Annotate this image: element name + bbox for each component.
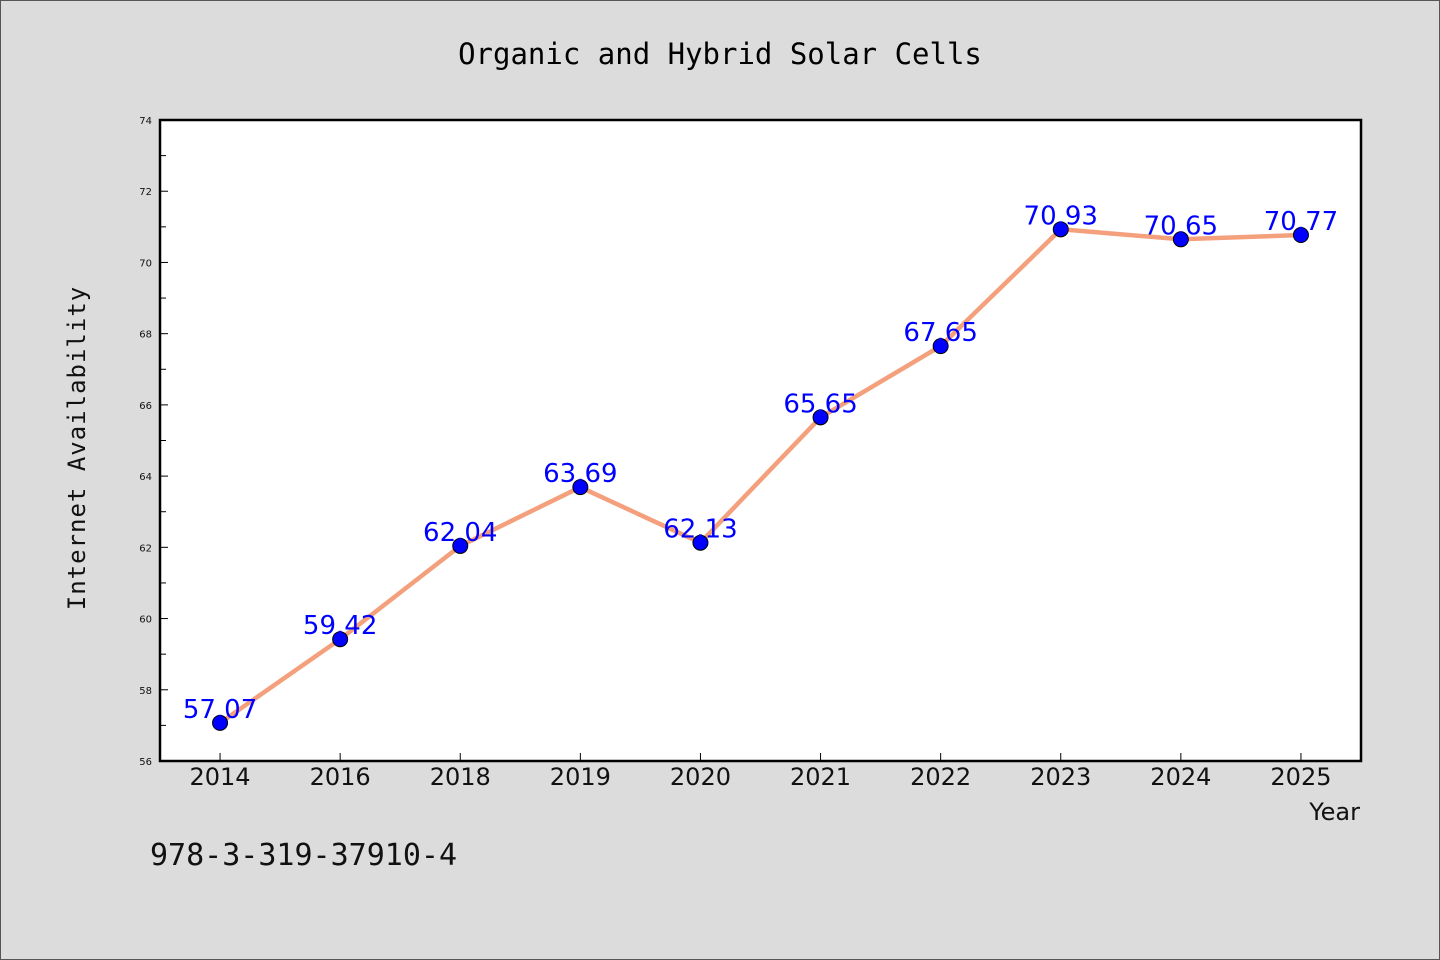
series-line-group bbox=[218, 227, 1302, 725]
data-markers bbox=[212, 221, 1309, 731]
data-point bbox=[932, 338, 949, 355]
data-point bbox=[1292, 227, 1309, 244]
chart-title: Organic and Hybrid Solar Cells bbox=[458, 37, 982, 71]
x-tick-label: 2014 bbox=[190, 763, 251, 791]
plot-border bbox=[158, 118, 1363, 763]
x-tick-label: 2024 bbox=[1150, 763, 1211, 791]
data-point bbox=[452, 537, 469, 554]
y-tick-label: 74 bbox=[139, 116, 152, 127]
data-point bbox=[812, 409, 829, 426]
x-axis-label: Year bbox=[1308, 798, 1360, 826]
data-label: 62.04 bbox=[423, 518, 497, 548]
data-point bbox=[572, 479, 589, 496]
y-tick-label: 64 bbox=[139, 472, 152, 483]
data-point bbox=[212, 714, 229, 731]
x-tick-label: 2016 bbox=[310, 763, 371, 791]
data-point bbox=[692, 534, 709, 551]
plot-area bbox=[160, 120, 1361, 761]
x-tick-label: 2018 bbox=[430, 763, 491, 791]
data-point bbox=[332, 631, 349, 648]
x-axis: 2014 2016 2018 2019 2020 2021 2022 2023 2024 2025 bbox=[190, 753, 1331, 791]
y-tick-label: 58 bbox=[139, 686, 152, 697]
data-label: 57.07 bbox=[183, 695, 257, 725]
y-tick-label: 66 bbox=[139, 401, 152, 412]
y-tick-label: 72 bbox=[139, 187, 152, 198]
y-axis-label: Internet Availability bbox=[63, 286, 91, 610]
x-tick-label: 2025 bbox=[1270, 763, 1331, 791]
data-label: 70.93 bbox=[1024, 201, 1098, 231]
data-point bbox=[1172, 231, 1189, 248]
data-label: 65.65 bbox=[783, 389, 857, 419]
x-tick-label: 2023 bbox=[1030, 763, 1091, 791]
data-labels: 57.07 59.42 62.04 63.69 62.13 65.65 67.65 70.93… bbox=[183, 201, 1338, 725]
data-label: 70.65 bbox=[1144, 211, 1218, 241]
y-tick-label: 56 bbox=[139, 757, 152, 768]
x-tick-label: 2021 bbox=[790, 763, 851, 791]
y-tick-label: 70 bbox=[139, 258, 152, 269]
data-label: 62.13 bbox=[663, 515, 737, 545]
data-label: 63.69 bbox=[543, 459, 617, 489]
data-label: 70.77 bbox=[1264, 207, 1338, 237]
data-point bbox=[1052, 221, 1069, 238]
x-tick-label: 2022 bbox=[910, 763, 971, 791]
y-tick-label: 62 bbox=[139, 543, 152, 554]
series-line bbox=[218, 227, 1302, 725]
y-tick-label: 60 bbox=[139, 615, 152, 626]
data-label: 59.42 bbox=[303, 611, 377, 641]
data-label: 67.65 bbox=[903, 318, 977, 348]
y-tick-label: 68 bbox=[139, 330, 152, 341]
x-tick-label: 2019 bbox=[550, 763, 611, 791]
footnote-isbn: 978-3-319-37910-4 bbox=[150, 838, 457, 873]
x-tick-label: 2020 bbox=[670, 763, 731, 791]
